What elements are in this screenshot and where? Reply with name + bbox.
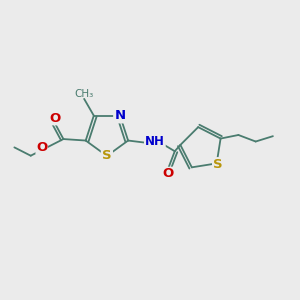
Text: O: O bbox=[36, 141, 47, 154]
Text: S: S bbox=[213, 158, 223, 171]
Text: O: O bbox=[163, 167, 174, 180]
Text: NH: NH bbox=[145, 135, 165, 148]
Text: CH₃: CH₃ bbox=[74, 88, 94, 98]
Text: S: S bbox=[102, 149, 112, 162]
Text: O: O bbox=[50, 112, 61, 125]
Text: N: N bbox=[114, 109, 126, 122]
